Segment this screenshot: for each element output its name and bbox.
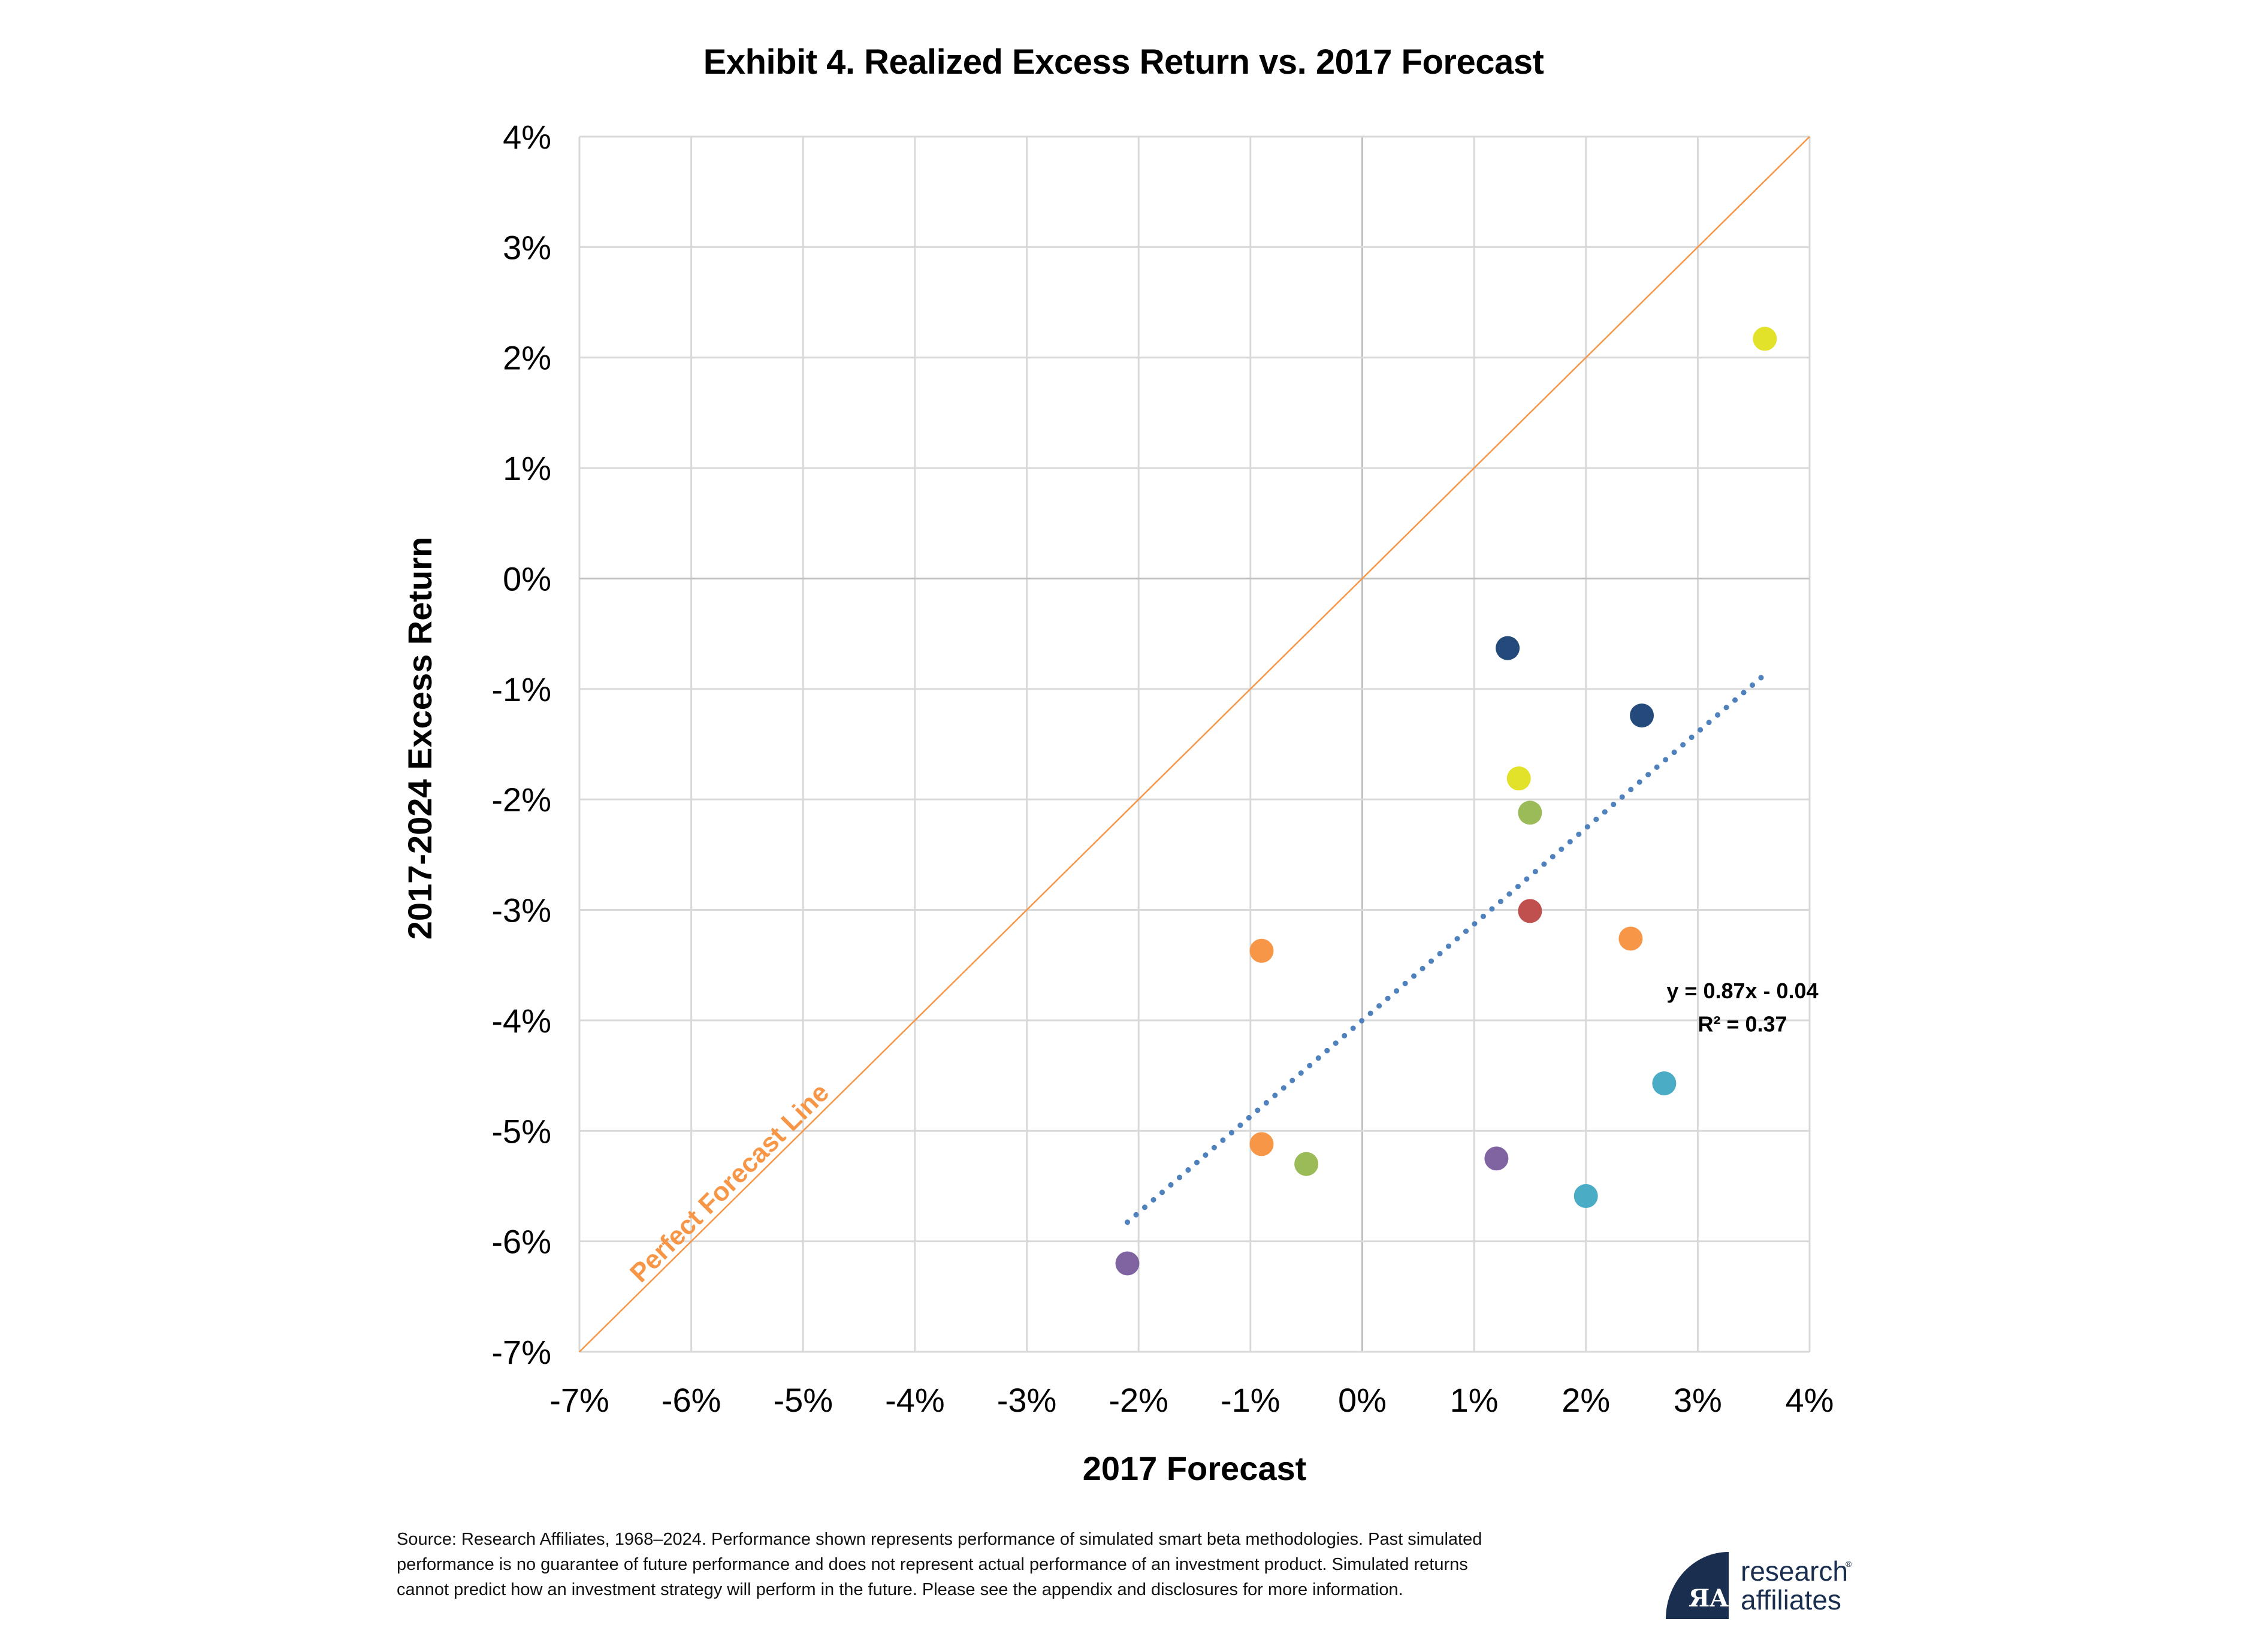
x-tick-label: 1% [1450, 1381, 1499, 1419]
x-tick-label: -6% [662, 1381, 721, 1419]
data-point [1294, 1152, 1319, 1176]
grid-layer [578, 135, 1811, 1353]
data-point [1496, 636, 1520, 660]
y-tick-label: -5% [491, 1112, 551, 1150]
trendline-r2: R² = 0.37 [1698, 1011, 1787, 1036]
x-tick-label: -4% [885, 1381, 945, 1419]
chart-title: Exhibit 4. Realized Excess Return vs. 20… [703, 43, 1544, 81]
data-point [1518, 801, 1542, 825]
perfect-forecast-line [579, 136, 1810, 1352]
y-tick-label: 1% [503, 449, 551, 487]
x-tick-label: 0% [1338, 1381, 1387, 1419]
y-tick-label: -7% [491, 1333, 551, 1371]
trendline [1125, 671, 1768, 1225]
tick-label-layer: -7% -6% -5% -4% -3% -2% -1% 0% 1% 2% 3% 4% 4% 3% 2% 1% 0… [491, 118, 1834, 1419]
trendline-equation: y = 0.87x - 0.04 [1666, 978, 1818, 1003]
x-tick-label: -2% [1109, 1381, 1168, 1419]
x-tick-label: 2% [1562, 1381, 1610, 1419]
registered-mark: ® [1846, 1559, 1852, 1569]
y-tick-label: -4% [491, 1002, 551, 1040]
x-tick-label: -1% [1221, 1381, 1280, 1419]
y-tick-label: 3% [503, 228, 551, 266]
x-tick-label: -5% [773, 1381, 833, 1419]
y-tick-label: 2% [503, 339, 551, 377]
reference-line-layer: Perfect Forecast Line [579, 136, 1810, 1352]
data-point [1618, 926, 1643, 951]
x-tick-label: -3% [997, 1381, 1057, 1419]
y-axis-label: 2017-2024 Excess Return [401, 537, 439, 940]
y-tick-label: 4% [503, 118, 551, 156]
y-tick-label: -3% [491, 892, 551, 929]
logo-line-2: affiliates [1741, 1584, 1841, 1615]
y-tick-label: -1% [491, 671, 551, 708]
research-affiliates-logo: ЯA research affiliates ® [1666, 1546, 1864, 1624]
logo-mark-icon: ЯA [1666, 1552, 1729, 1619]
source-footnote: Source: Research Affiliates, 1968–2024. … [397, 1530, 1482, 1599]
axis-label-layer: 2017 Forecast 2017-2024 Excess Return [401, 537, 1306, 1487]
x-tick-label: 4% [1786, 1381, 1834, 1419]
data-point [1506, 766, 1531, 791]
logo-wordmark: research affiliates [1741, 1557, 1848, 1614]
data-point [1249, 1132, 1274, 1156]
y-tick-label: 0% [503, 560, 551, 597]
data-point [1630, 703, 1654, 728]
x-tick-label: 3% [1674, 1381, 1722, 1419]
data-point [1573, 1184, 1598, 1209]
data-point [1753, 327, 1777, 351]
data-point [1249, 938, 1274, 963]
x-tick-label: -7% [549, 1381, 609, 1419]
logo-line-1: research [1741, 1556, 1848, 1587]
data-point [1115, 1251, 1140, 1276]
points-layer [1115, 327, 1777, 1276]
logo-mark-glyph: ЯA [1689, 1584, 1729, 1612]
scatter-plot: Perfect Forecast Line y = 0.87x - 0.04 R²… [401, 118, 1834, 1487]
data-point [1518, 899, 1542, 923]
y-tick-label: -2% [491, 781, 551, 819]
x-axis-label: 2017 Forecast [1083, 1449, 1307, 1487]
data-point [1484, 1146, 1509, 1171]
data-point [1652, 1071, 1677, 1095]
y-tick-label: -6% [491, 1223, 551, 1261]
trendline-layer: y = 0.87x - 0.04 R² = 0.37 [1125, 671, 1819, 1225]
